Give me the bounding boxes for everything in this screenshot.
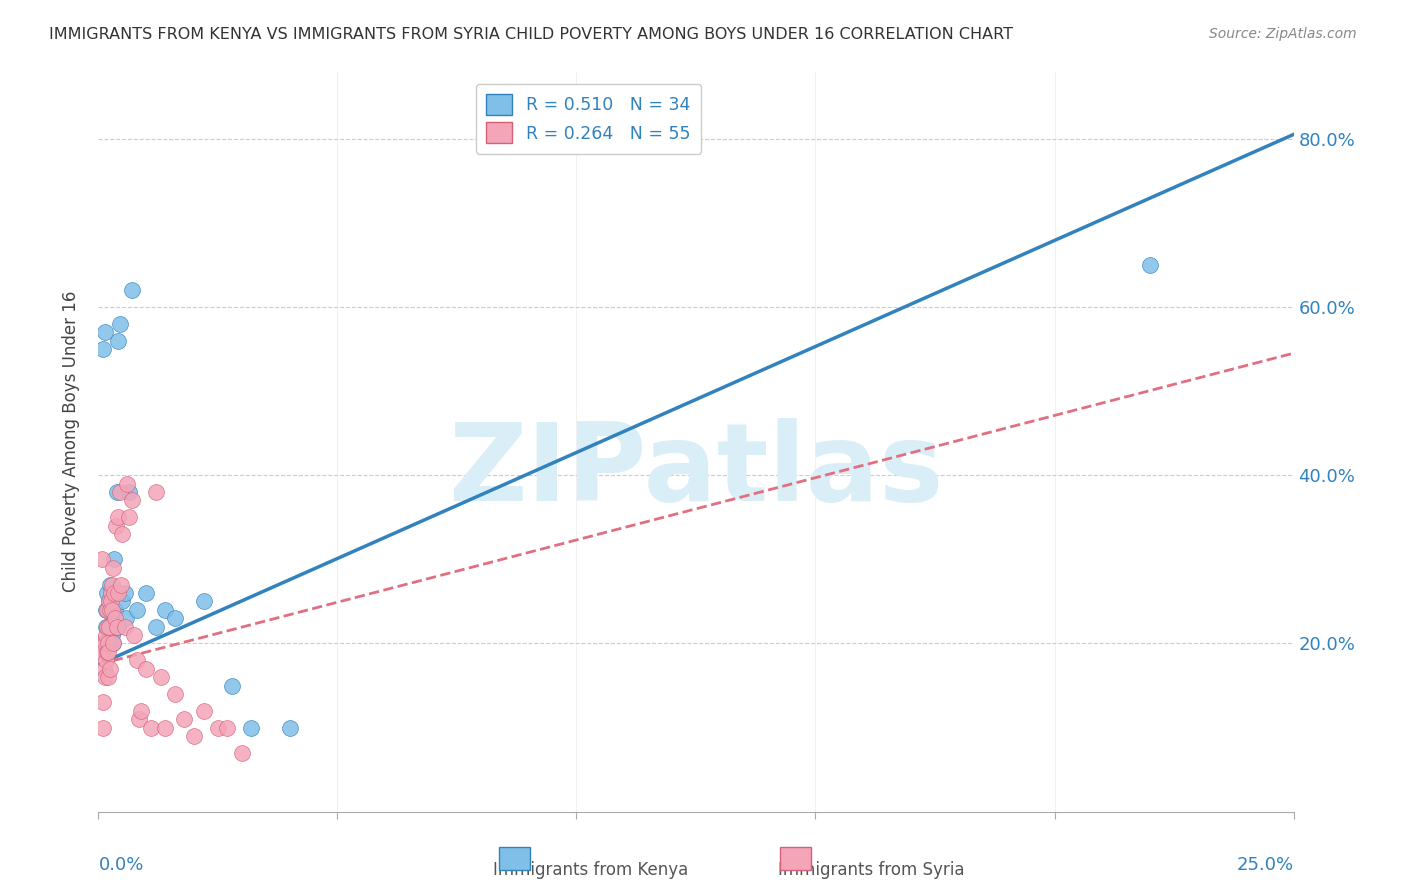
Point (111, 527, 134, 541)
Text: Immigrants from Syria: Immigrants from Syria (779, 861, 965, 879)
Point (101, 636, 124, 650)
Point (131, 704, 153, 718)
Point (97, 636, 120, 650)
Point (108, 485, 131, 500)
Point (107, 334, 129, 348)
Point (110, 577, 132, 591)
Point (91, 552, 114, 566)
Point (124, 628, 146, 642)
Point (139, 721, 162, 735)
Point (115, 476, 138, 491)
Point (94, 670, 117, 684)
Point (108, 317, 131, 331)
Text: IMMIGRANTS FROM KENYA VS IMMIGRANTS FROM SYRIA CHILD POVERTY AMONG BOYS UNDER 16: IMMIGRANTS FROM KENYA VS IMMIGRANTS FROM… (49, 27, 1014, 42)
Point (118, 485, 141, 500)
Point (93, 662, 115, 676)
Point (105, 619, 128, 633)
Point (104, 611, 127, 625)
Point (96, 586, 118, 600)
Point (173, 712, 195, 726)
Point (101, 636, 124, 650)
Point (104, 518, 127, 533)
Point (100, 594, 122, 608)
Point (278, 721, 301, 735)
Point (94, 325, 117, 339)
Point (91, 636, 114, 650)
Point (221, 679, 243, 693)
Point (1139, 258, 1161, 272)
Point (98, 662, 121, 676)
Point (100, 594, 122, 608)
Point (94, 628, 117, 642)
Point (121, 283, 143, 297)
Point (207, 721, 229, 735)
Point (90, 645, 112, 659)
Point (193, 594, 215, 608)
Point (97, 619, 120, 633)
Point (193, 704, 215, 718)
Point (115, 611, 138, 625)
Point (163, 687, 186, 701)
Point (98, 577, 121, 591)
Point (240, 721, 263, 735)
Point (94, 653, 117, 667)
Point (163, 611, 186, 625)
Point (125, 603, 148, 617)
Point (103, 552, 125, 566)
Text: 0.0%: 0.0% (98, 856, 143, 874)
Text: ZIPatlas: ZIPatlas (449, 418, 943, 524)
Point (91, 342, 114, 356)
Point (155, 603, 177, 617)
Point (91, 721, 114, 735)
Point (107, 510, 129, 524)
Point (114, 619, 136, 633)
Point (97, 645, 120, 659)
Point (96, 603, 118, 617)
Point (96, 670, 118, 684)
Text: 25.0%: 25.0% (1236, 856, 1294, 874)
Point (231, 746, 253, 760)
Point (114, 586, 136, 600)
Point (90, 636, 112, 650)
Point (149, 670, 172, 684)
Point (103, 586, 125, 600)
Point (107, 586, 129, 600)
Point (105, 485, 128, 500)
Point (107, 619, 129, 633)
Y-axis label: Child Poverty Among Boys Under 16: Child Poverty Among Boys Under 16 (62, 291, 80, 592)
Point (118, 510, 141, 524)
Point (145, 619, 167, 633)
Point (97, 594, 120, 608)
Point (128, 712, 150, 726)
Point (98, 619, 121, 633)
Text: Immigrants from Kenya: Immigrants from Kenya (494, 861, 688, 879)
Point (103, 560, 125, 574)
Point (101, 577, 124, 591)
Point (96, 645, 118, 659)
Point (104, 603, 127, 617)
Point (135, 586, 157, 600)
Point (96, 619, 118, 633)
Point (101, 603, 124, 617)
Point (98, 603, 122, 617)
Point (125, 653, 148, 667)
Point (101, 628, 124, 642)
Point (100, 586, 122, 600)
Text: Source: ZipAtlas.com: Source: ZipAtlas.com (1209, 27, 1357, 41)
Legend: R = 0.510   N = 34, R = 0.264   N = 55: R = 0.510 N = 34, R = 0.264 N = 55 (475, 84, 702, 154)
Point (91, 695, 114, 709)
Point (94, 619, 117, 633)
Point (155, 721, 177, 735)
Point (121, 493, 143, 508)
Point (183, 729, 205, 743)
Point (98, 636, 122, 650)
Point (94, 603, 117, 617)
Point (217, 721, 239, 735)
Point (111, 594, 134, 608)
Point (135, 662, 157, 676)
Point (145, 485, 167, 500)
Point (93, 636, 115, 650)
Point (97, 594, 120, 608)
